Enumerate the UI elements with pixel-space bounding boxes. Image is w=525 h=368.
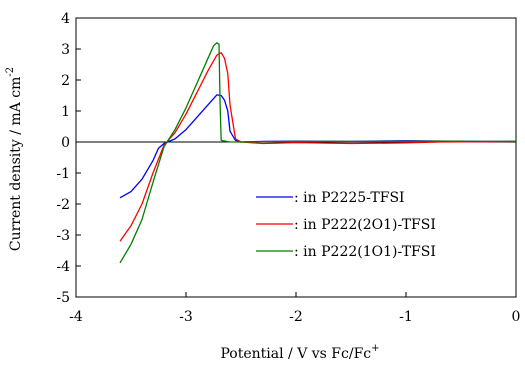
y-tick-label: 3 [61,42,70,58]
x-tick-label: -2 [289,309,303,325]
y-tick-label: 0 [61,135,70,151]
x-tick-label: -3 [179,309,193,325]
legend-label-1: : in P2225-TFSI [294,190,405,206]
y-tick-label: -3 [56,228,70,244]
y-tick-label: 2 [61,73,70,89]
y-tick-label: 4 [61,11,70,27]
y-tick-label: -1 [56,166,70,182]
x-tick-label: -1 [399,309,413,325]
series-line-3 [119,42,516,264]
y-axis-title-text: Current density / mA cm [8,77,24,252]
x-tick-label: -4 [69,309,83,325]
y-axis-title-superscript: -2 [5,67,16,77]
y-tick-label: -4 [56,259,70,275]
legend-label-2: : in P222(2O1)-TFSI [294,217,436,233]
series-line-2 [119,52,517,242]
series-line-1 [119,94,516,199]
x-axis-title-superscript: + [371,343,379,354]
legend-label-3: : in P222(1O1)-TFSI [294,244,436,260]
x-axis-title-text: Potential / V vs Fc/Fc [220,346,371,362]
y-axis-title: Current density / mA cm-2 [5,67,24,251]
y-tick-label: -2 [56,197,70,213]
y-tick-label: -5 [56,290,70,306]
x-axis-title: Potential / V vs Fc/Fc+ [220,343,379,362]
x-tick-label: 0 [512,309,521,325]
y-tick-label: 1 [61,104,70,120]
